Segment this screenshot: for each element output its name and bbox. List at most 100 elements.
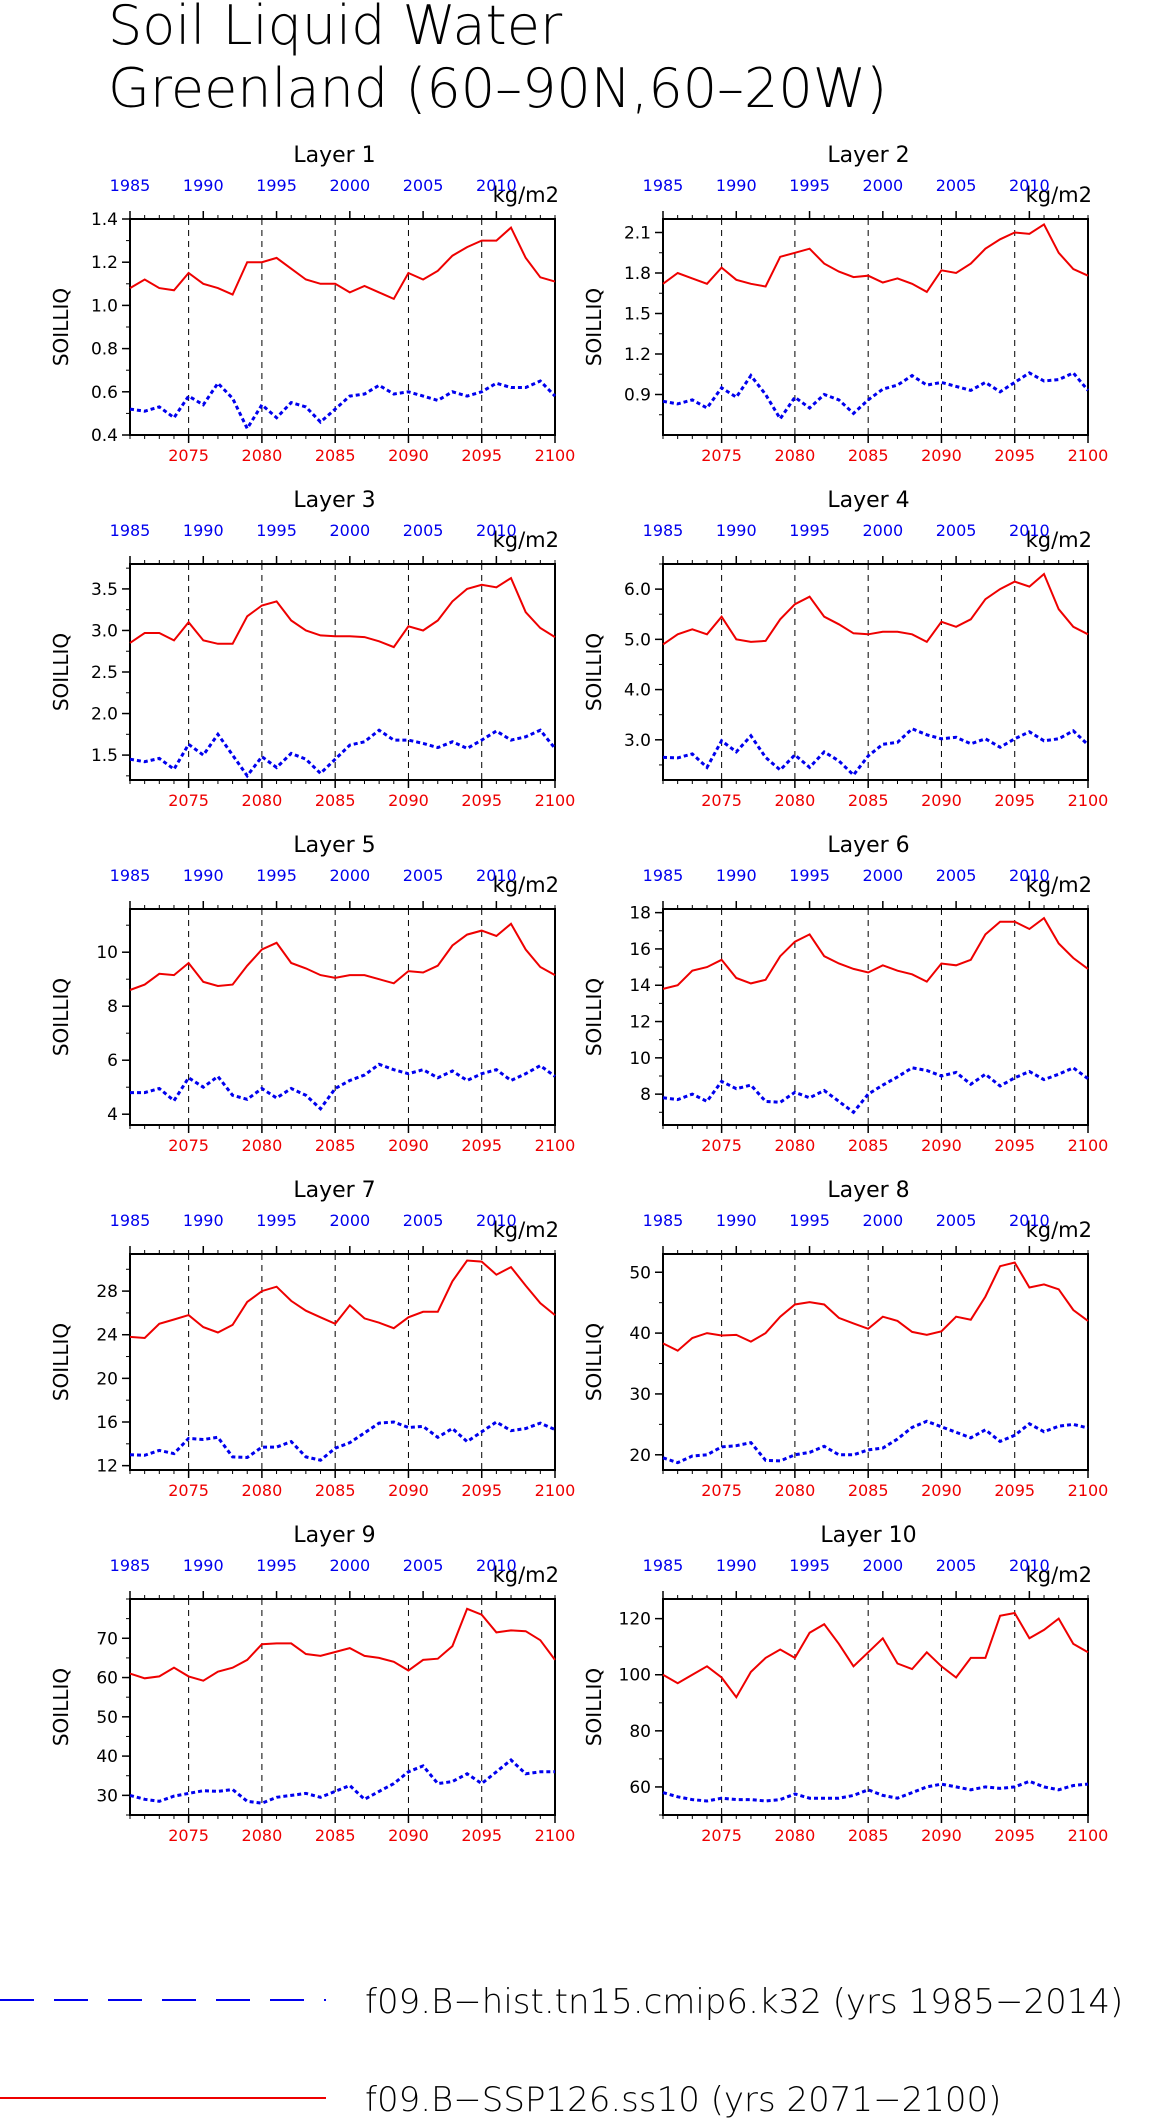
y-axis-label: SOILLIQ: [49, 1323, 73, 1401]
top-tick-label: 1990: [716, 866, 757, 885]
bottom-tick-label: 2085: [315, 1481, 356, 1500]
y-tick-label: 6: [107, 1051, 118, 1071]
bottom-tick-label: 2090: [388, 446, 429, 465]
top-tick-label: 1990: [183, 521, 224, 540]
y-tick-label: 100: [619, 1666, 651, 1686]
bottom-tick-label: 2075: [168, 446, 209, 465]
top-tick-label: 2010: [476, 1556, 517, 1575]
y-tick-label: 4.0: [624, 681, 651, 701]
bottom-tick-label: 2075: [168, 1481, 209, 1500]
y-tick-label: 40: [96, 1747, 118, 1767]
plot-frame: [662, 218, 1089, 436]
y-tick-label: 60: [96, 1669, 118, 1689]
series-line-ssp126: [129, 1607, 556, 1682]
top-tick-label: 1990: [183, 1556, 224, 1575]
top-tick-label: 1990: [716, 1211, 757, 1230]
bottom-tick-label: 2095: [994, 446, 1035, 465]
figure-title-line1: Soil Liquid Water: [108, 0, 563, 57]
top-tick-label: 2010: [1009, 866, 1050, 885]
legend-text-ssp: f09.B−SSP126.ss10 (yrs 2071−2100): [365, 2080, 1001, 2119]
y-tick-label: 2.0: [91, 705, 118, 725]
bottom-tick-label: 2080: [242, 791, 283, 810]
bottom-tick-label: 2075: [701, 791, 742, 810]
panel-title: Layer 8: [827, 1178, 909, 1203]
top-tick-label: 1985: [643, 1211, 684, 1230]
y-tick-label: 14: [629, 976, 651, 996]
bottom-tick-label: 2100: [535, 1136, 576, 1155]
bottom-tick-label: 2085: [315, 1826, 356, 1845]
top-tick-label: 2010: [1009, 521, 1050, 540]
top-tick-label: 2000: [329, 866, 370, 885]
top-tick-label: 2005: [403, 866, 444, 885]
bottom-tick-label: 2085: [315, 791, 356, 810]
bottom-tick-label: 2100: [1068, 1136, 1109, 1155]
figure-title-line2: Greenland (60–90N,60–20W): [108, 57, 887, 120]
top-tick-label: 1995: [789, 1556, 830, 1575]
panel-title: Layer 2: [827, 143, 909, 168]
top-tick-label: 1995: [789, 176, 830, 195]
y-axis-label: SOILLIQ: [582, 978, 606, 1056]
series-line-ssp126: [129, 922, 556, 991]
series-line-hist: [662, 727, 1090, 778]
bottom-tick-label: 2095: [994, 1481, 1035, 1500]
y-tick-label: 3.0: [91, 621, 118, 641]
bottom-tick-label: 2100: [1068, 791, 1109, 810]
top-tick-label: 1995: [256, 521, 297, 540]
y-axis-label: SOILLIQ: [582, 1323, 606, 1401]
chart-panel-8: Layer 8 kg/m2 1985 1990 1995 2000 2005 2010 2075…: [582, 1178, 1108, 1500]
y-tick-label: 40: [629, 1324, 651, 1344]
y-tick-label: 5.0: [624, 630, 651, 650]
bottom-tick-label: 2085: [848, 791, 889, 810]
plot-frame: [129, 563, 556, 781]
top-tick-label: 2005: [936, 1211, 977, 1230]
series-line-ssp126: [662, 1611, 1089, 1700]
chart-panel-9: Layer 9 kg/m2 1985 1990 1995 2000 2005 2010 2075…: [49, 1523, 575, 1845]
series-line-ssp126: [129, 576, 556, 649]
y-tick-label: 18: [629, 904, 651, 924]
bottom-tick-label: 2090: [921, 446, 962, 465]
chart-panel-10: Layer 10 kg/m2 1985 1990 1995 2000 2005 2010 207…: [582, 1523, 1108, 1845]
bottom-tick-label: 2095: [994, 1826, 1035, 1845]
bottom-tick-label: 2075: [701, 1481, 742, 1500]
series-line-hist: [662, 1419, 1089, 1465]
panel-title: Layer 3: [293, 488, 375, 513]
bottom-tick-label: 2075: [168, 791, 209, 810]
top-tick-label: 2000: [862, 176, 903, 195]
bottom-tick-label: 2100: [535, 1481, 576, 1500]
top-tick-label: 1995: [256, 1556, 297, 1575]
bottom-tick-label: 2085: [848, 1481, 889, 1500]
top-tick-label: 1990: [183, 176, 224, 195]
y-tick-label: 10: [629, 1049, 651, 1069]
y-tick-label: 24: [96, 1326, 118, 1346]
y-tick-label: 1.5: [624, 305, 651, 325]
top-tick-label: 2010: [1009, 1556, 1050, 1575]
top-tick-label: 2000: [329, 176, 370, 195]
y-tick-label: 50: [96, 1708, 118, 1728]
bottom-tick-label: 2095: [461, 1826, 502, 1845]
panel-title: Layer 1: [293, 143, 375, 168]
bottom-tick-label: 2090: [388, 791, 429, 810]
panel-title: Layer 6: [827, 833, 909, 858]
series-line-ssp126: [662, 916, 1089, 990]
bottom-tick-label: 2085: [315, 1136, 356, 1155]
plot-frame: [662, 1598, 1089, 1816]
y-tick-label: 1.5: [91, 746, 118, 766]
bottom-tick-label: 2080: [775, 791, 816, 810]
bottom-tick-label: 2090: [921, 1826, 962, 1845]
y-tick-label: 70: [96, 1629, 118, 1649]
bottom-tick-label: 2080: [242, 1481, 283, 1500]
bottom-tick-label: 2100: [1068, 1826, 1109, 1845]
series-line-hist: [129, 1758, 555, 1805]
panel-title: Layer 7: [293, 1178, 375, 1203]
top-tick-label: 1985: [643, 866, 684, 885]
bottom-tick-label: 2100: [1068, 1481, 1109, 1500]
top-tick-label: 2010: [476, 521, 517, 540]
y-tick-label: 6.0: [624, 580, 651, 600]
bottom-tick-label: 2080: [775, 1826, 816, 1845]
y-tick-label: 0.8: [91, 340, 118, 360]
series-line-hist: [129, 1420, 556, 1462]
units-label: kg/m2: [1026, 528, 1092, 552]
plot-frame: [129, 1598, 556, 1816]
y-tick-label: 16: [96, 1413, 118, 1433]
